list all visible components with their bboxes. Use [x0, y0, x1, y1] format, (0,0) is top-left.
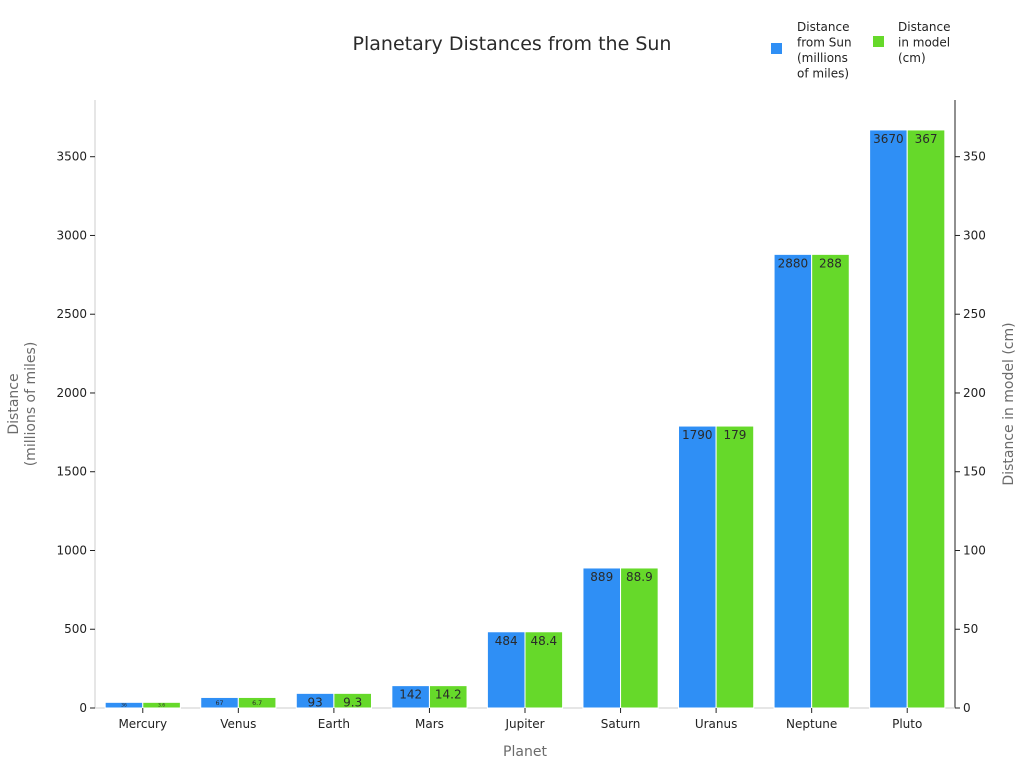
right-tick-label: 50	[963, 622, 978, 636]
x-tick-label: Earth	[318, 717, 350, 731]
bar-series-2-mars	[428, 685, 468, 709]
right-tick-label: 300	[963, 228, 986, 242]
right-tick-label: 150	[963, 465, 986, 479]
data-label: 3.6	[158, 703, 165, 709]
right-tick-label: 350	[963, 150, 986, 164]
legend-label-1: Distance	[797, 20, 849, 34]
legend-swatch-2	[873, 36, 884, 47]
legend-label-1: of miles)	[797, 67, 849, 81]
x-tick-label: Mars	[415, 717, 444, 731]
legend-label-2: Distance	[898, 20, 950, 34]
data-label: 93	[307, 695, 322, 709]
bar-series-1-neptune	[773, 253, 813, 709]
data-label: 3670	[873, 132, 904, 146]
x-tick-label: Pluto	[892, 717, 922, 731]
bar-series-1-saturn	[582, 567, 622, 709]
x-tick-label: Saturn	[601, 717, 641, 731]
data-label: 14.2	[435, 688, 462, 702]
left-axis-label-group: Distance (millions of miles)	[6, 342, 39, 467]
x-axis-ticks: Mercury Venus Earth Mars Jupiter Saturn Uranus…	[118, 708, 922, 731]
x-axis-label: Planet	[503, 744, 547, 760]
bar-series-2-jupiter	[524, 631, 564, 709]
bar-series-1-jupiter	[486, 631, 526, 709]
left-tick-label: 3000	[56, 228, 87, 242]
x-tick-label: Neptune	[786, 717, 837, 731]
x-tick-label: Mercury	[118, 717, 167, 731]
left-tick-label: 1500	[56, 465, 87, 479]
left-tick-label: 2500	[56, 307, 87, 321]
x-tick-label: Venus	[220, 717, 256, 731]
bar-series-2-earth	[333, 692, 372, 709]
legend: Distance from Sun(millions of miles) Distan…	[771, 20, 950, 81]
chart-title: Planetary Distances from the Sun	[353, 33, 672, 55]
bar-series-2-pluto	[906, 129, 946, 709]
bar-series-2-mercury	[142, 701, 181, 709]
x-tick-label: Jupiter	[504, 717, 544, 731]
left-tick-label: 0	[79, 701, 87, 715]
data-label: 36	[121, 703, 127, 709]
data-label: 288	[819, 256, 842, 270]
data-label: 484	[495, 634, 518, 648]
data-label: 48.4	[530, 634, 557, 648]
data-label: 6.7	[252, 700, 262, 707]
legend-label-2: (cm)	[898, 51, 926, 65]
data-label: 2880	[778, 256, 809, 270]
left-tick-label: 1000	[56, 543, 87, 557]
data-label: 88.9	[626, 570, 653, 584]
data-label: 179	[723, 428, 746, 442]
left-tick-label: 3500	[56, 150, 87, 164]
left-tick-label: 500	[64, 622, 87, 636]
data-label: 367	[915, 132, 938, 146]
legend-label-2: in model	[898, 36, 950, 50]
data-label: 142	[399, 688, 422, 702]
right-tick-label: 250	[963, 307, 986, 321]
x-tick-label: Uranus	[695, 717, 738, 731]
bar-series-2-venus	[237, 696, 277, 709]
data-label: 889	[590, 570, 613, 584]
right-tick-label: 200	[963, 386, 986, 400]
bar-series-2-neptune	[811, 253, 850, 709]
bar-series-1-pluto	[869, 129, 908, 709]
left-axis-label-line-1: Distance	[6, 373, 22, 434]
left-axis-label-line-2: (millions of miles)	[23, 342, 39, 467]
data-label: 9.3	[343, 695, 362, 709]
bars: 36 3.6 67 6.7 93 9.3 142 14.2 484 48.4 889 88.9 1790…	[104, 129, 946, 709]
legend-swatch-1	[771, 43, 782, 54]
left-axis-ticks: 0 500 1000 1500 2000 2500 3000 3500	[56, 150, 95, 715]
left-tick-label: 2000	[56, 386, 87, 400]
right-axis-ticks: 0 50 100 150 200 250 300 350	[955, 150, 986, 715]
data-label: 1790	[682, 428, 713, 442]
legend-label-1: (millions	[797, 51, 848, 65]
right-tick-label: 0	[963, 701, 971, 715]
data-label: 67	[216, 700, 224, 707]
right-axis-label: Distance in model (cm)	[1001, 322, 1017, 485]
bar-series-1-uranus	[678, 425, 717, 709]
right-tick-label: 100	[963, 543, 986, 557]
bar-series-2-uranus	[715, 425, 755, 709]
legend-label-1: from Sun	[797, 36, 852, 50]
bar-series-2-saturn	[620, 567, 659, 709]
